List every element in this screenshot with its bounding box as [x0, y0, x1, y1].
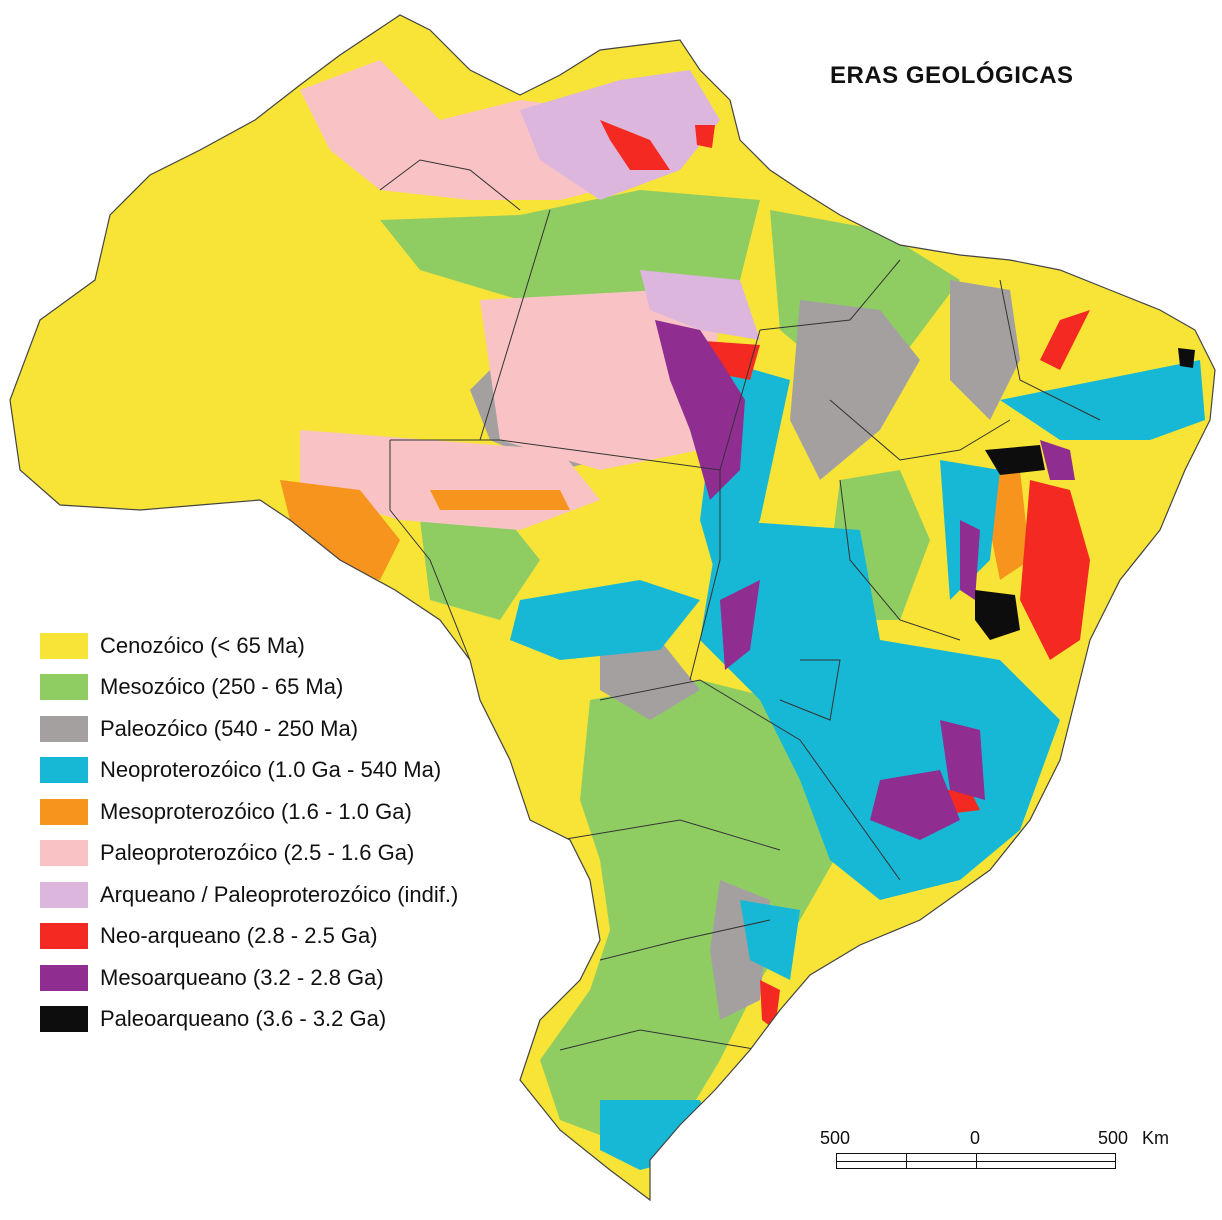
- legend-item-archean-paleoproterozoic: Arqueano / Paleoproterozóico (indif.): [40, 874, 458, 916]
- legend-label-neoproterozoic: Neoproterozóico (1.0 Ga - 540 Ma): [100, 757, 442, 783]
- legend-item-paleoproterozoic: Paleoproterozóico (2.5 - 1.6 Ga): [40, 833, 458, 875]
- legend-label-paleoarchean: Paleoarqueano (3.6 - 3.2 Ga): [100, 1006, 387, 1032]
- legend-swatch-paleozoic: [40, 715, 88, 742]
- legend-item-cenozoic: Cenozóico (< 65 Ma): [40, 625, 458, 667]
- scale-label-unit: Km: [1142, 1128, 1169, 1148]
- scale-bar-graphic: [836, 1153, 1116, 1169]
- legend-item-mesozoic: Mesozóico (250 - 65 Ma): [40, 667, 458, 709]
- legend-label-archean-paleoproterozoic: Arqueano / Paleoproterozóico (indif.): [100, 881, 459, 907]
- legend-item-neoproterozoic: Neoproterozóico (1.0 Ga - 540 Ma): [40, 750, 458, 792]
- scale-label-zero: 0: [970, 1128, 981, 1148]
- scale-bar: 500 0 500 Km: [820, 1128, 1180, 1178]
- legend-item-paleoarchean: Paleoarqueano (3.6 - 3.2 Ga): [40, 999, 458, 1041]
- legend-swatch-mesoarchean: [40, 964, 88, 991]
- legend-label-paleoproterozoic: Paleoproterozóico (2.5 - 1.6 Ga): [100, 840, 415, 866]
- legend-label-cenozoic: Cenozóico (< 65 Ma): [100, 632, 305, 658]
- scale-label-left: 500: [820, 1128, 851, 1148]
- legend-label-mesoarchean: Mesoarqueano (3.2 - 2.8 Ga): [100, 964, 384, 990]
- legend-item-mesoarchean: Mesoarqueano (3.2 - 2.8 Ga): [40, 957, 458, 999]
- legend-swatch-archean-paleoproterozoic: [40, 881, 88, 908]
- legend-swatch-neoproterozoic: [40, 757, 88, 784]
- legend-label-mesozoic: Mesozóico (250 - 65 Ma): [100, 674, 344, 700]
- legend-label-mesoproterozoic: Mesoproterozóico (1.6 - 1.0 Ga): [100, 798, 412, 824]
- legend-label-neoarchean: Neo-arqueano (2.8 - 2.5 Ga): [100, 923, 378, 949]
- legend-swatch-cenozoic: [40, 632, 88, 659]
- legend-label-paleozoic: Paleozóico (540 - 250 Ma): [100, 715, 359, 741]
- legend-swatch-paleoarchean: [40, 1006, 88, 1033]
- legend-swatch-mesoproterozoic: [40, 798, 88, 825]
- legend-item-paleozoic: Paleozóico (540 - 250 Ma): [40, 708, 458, 750]
- legend: Cenozóico (< 65 Ma) Mesozóico (250 - 65 …: [40, 625, 458, 1040]
- legend-swatch-paleoproterozoic: [40, 840, 88, 867]
- legend-swatch-mesozoic: [40, 674, 88, 701]
- legend-swatch-neoarchean: [40, 923, 88, 950]
- legend-item-mesoproterozoic: Mesoproterozóico (1.6 - 1.0 Ga): [40, 791, 458, 833]
- map-title: ERAS GEOLÓGICAS: [830, 62, 1074, 89]
- legend-item-neoarchean: Neo-arqueano (2.8 - 2.5 Ga): [40, 916, 458, 958]
- scale-label-right: 500: [1098, 1128, 1129, 1148]
